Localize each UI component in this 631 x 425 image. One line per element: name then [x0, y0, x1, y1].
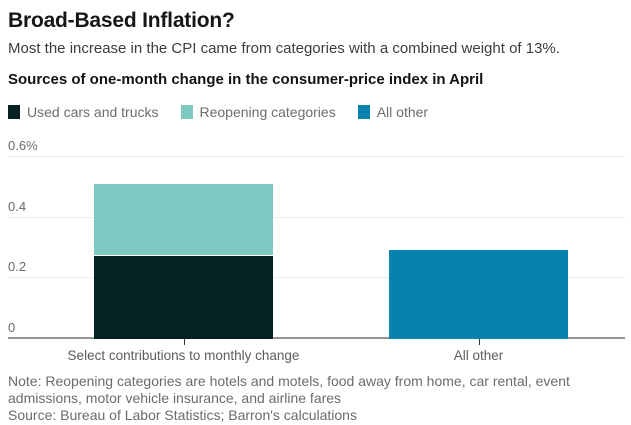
y-tick-label: 0.6% [8, 138, 38, 153]
gridline [8, 277, 625, 279]
legend-item-3: All other [357, 104, 429, 120]
legend-label: All other [376, 104, 429, 120]
gridline [8, 216, 625, 218]
x-tick [478, 339, 480, 345]
plot-area: 0.6% 0.4 0.2 0 Select contributions to month… [8, 135, 625, 363]
legend-swatch-icon [357, 105, 370, 119]
x-tick [183, 339, 185, 345]
legend-item-1: Used cars and trucks [8, 104, 159, 120]
y-tick-label: 0.2 [8, 259, 27, 275]
page-title: Broad-Based Inflation? [8, 9, 235, 32]
x-category-label: Select contributions to monthly change [67, 348, 300, 363]
chart-subtitle: Most the increase in the CPI came from c… [8, 40, 560, 57]
x-category-label: All other [453, 348, 504, 363]
chart-source: Source: Bureau of Labor Statistics; Barr… [8, 407, 357, 423]
chart-note: Note: Reopening categories are hotels an… [8, 373, 570, 406]
chart-legend: Used cars and trucks Reopening categories… [8, 104, 623, 120]
legend-label: Used cars and trucks [27, 104, 159, 120]
bar-segment-all-other [389, 249, 568, 339]
legend-swatch-icon [8, 105, 20, 119]
y-tick-label: 0 [8, 320, 16, 335]
bar-segment-reopening-categories [94, 184, 273, 256]
bar-segment-used-cars-and-trucks [94, 255, 273, 339]
bar-chart: 0.6% 0.4 0.2 0 Select contributions to month… [8, 135, 625, 367]
legend-swatch-icon [180, 105, 193, 119]
y-tick-label: 0.4 [8, 198, 27, 214]
chart-heading: Sources of one-month change in the consu… [8, 71, 484, 88]
gridline [8, 156, 625, 157]
legend-label: Reopening categories [199, 104, 336, 120]
legend-item-2: Reopening categories [180, 104, 336, 120]
x-axis-baseline [8, 337, 625, 339]
